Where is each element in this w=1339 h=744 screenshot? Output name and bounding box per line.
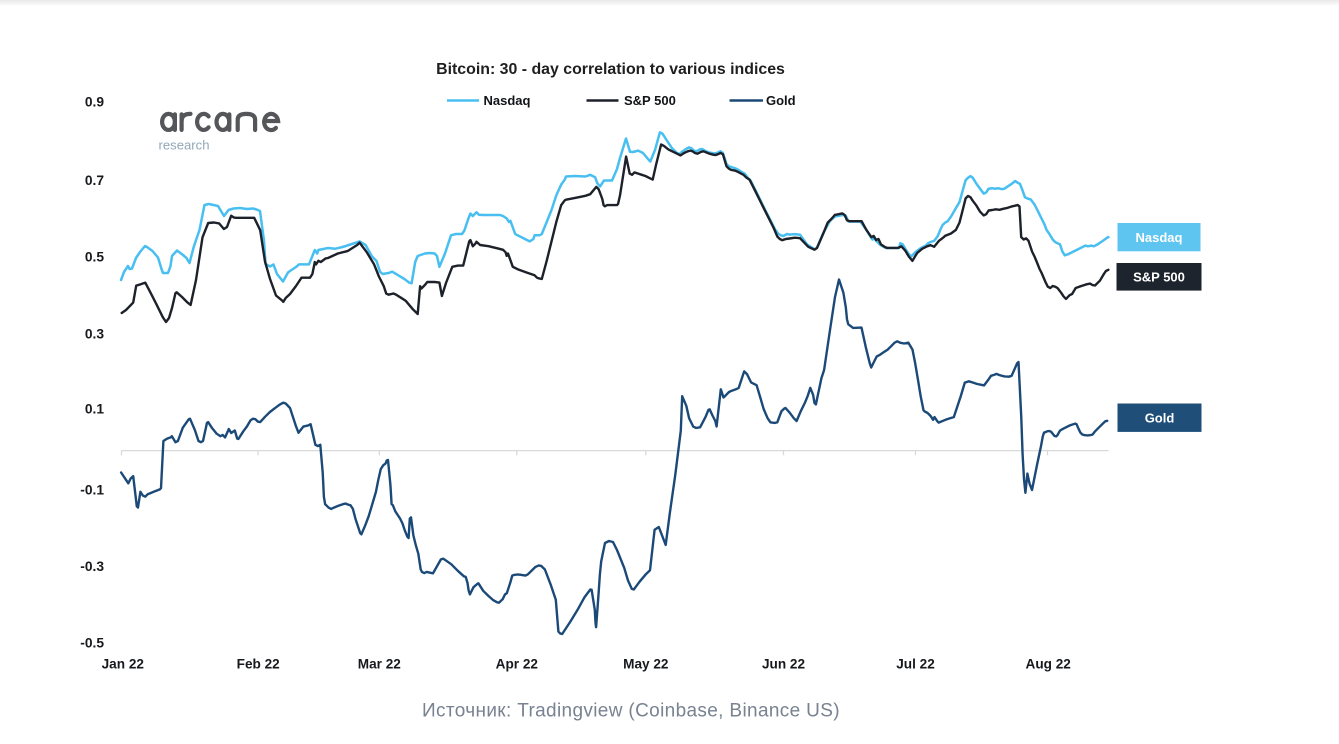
svg-text:0.3: 0.3 — [85, 326, 105, 341]
svg-text:Jul 22: Jul 22 — [896, 657, 935, 672]
svg-text:-0.5: -0.5 — [80, 635, 104, 650]
svg-text:Gold: Gold — [766, 93, 796, 108]
svg-text:-0.3: -0.3 — [80, 559, 104, 574]
svg-text:S&P 500: S&P 500 — [624, 93, 676, 108]
svg-text:Apr 22: Apr 22 — [496, 657, 539, 672]
svg-text:0.9: 0.9 — [85, 94, 105, 109]
svg-text:May 22: May 22 — [623, 657, 669, 672]
svg-text:Gold: Gold — [1145, 410, 1175, 425]
svg-text:research: research — [159, 138, 210, 153]
svg-text:0.5: 0.5 — [85, 250, 105, 265]
svg-text:Источник: Tradingview (Coinbas: Источник: Tradingview (Coinbase, Binance… — [422, 701, 840, 722]
svg-text:Nasdaq: Nasdaq — [1136, 230, 1183, 245]
svg-text:Jun 22: Jun 22 — [762, 657, 806, 672]
svg-text:Nasdaq: Nasdaq — [484, 93, 531, 108]
svg-text:0.1: 0.1 — [85, 402, 105, 417]
svg-text:0.7: 0.7 — [85, 173, 105, 188]
svg-text:Feb 22: Feb 22 — [237, 657, 281, 672]
svg-text:-0.1: -0.1 — [80, 482, 104, 497]
svg-text:Aug 22: Aug 22 — [1026, 657, 1072, 672]
svg-text:Jan 22: Jan 22 — [102, 657, 145, 672]
svg-text:S&P 500: S&P 500 — [1133, 269, 1185, 284]
svg-text:Bitcoin: 30 - day correlation: Bitcoin: 30 - day correlation to various… — [436, 61, 785, 78]
svg-text:Mar 22: Mar 22 — [358, 657, 402, 672]
